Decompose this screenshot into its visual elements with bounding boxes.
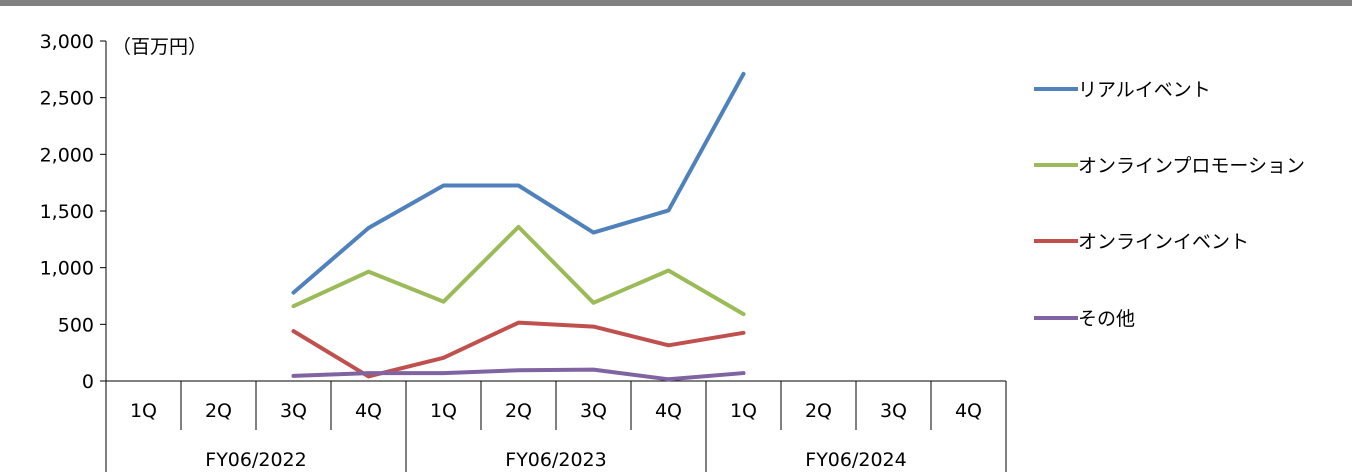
series-lines: [291, 71, 746, 382]
group-label: FY06/2023: [505, 449, 606, 471]
category-label: 2Q: [205, 400, 232, 422]
category-label: 2Q: [505, 400, 532, 422]
category-label: 4Q: [655, 400, 682, 422]
category-label: 4Q: [355, 400, 382, 422]
axes: [100, 40, 1007, 472]
category-label: 1Q: [430, 400, 457, 422]
category-label: 1Q: [130, 400, 157, 422]
group-labels: FY06/2022 FY06/2023 FY06/2024: [205, 449, 906, 471]
series-line: [291, 320, 746, 379]
legend-label: リアルイベント: [1078, 79, 1211, 101]
category-labels: 1Q 2Q 3Q 4Q 1Q 2Q 3Q 4Q 1Q 2Q 3Q 4Q: [130, 400, 982, 422]
y-tick-label: 2,000: [40, 144, 94, 166]
category-label: 4Q: [955, 400, 982, 422]
category-label: 3Q: [580, 400, 607, 422]
group-label: FY06/2022: [205, 449, 306, 471]
series-line: [291, 367, 746, 382]
y-tick-label: 3,000: [40, 31, 94, 53]
unit-label: （百万円）: [112, 36, 207, 58]
group-label: FY06/2024: [805, 449, 906, 471]
y-tick-label: 2,500: [40, 88, 94, 110]
y-tick-label: 1,000: [40, 258, 94, 280]
legend-label: その他: [1078, 308, 1135, 330]
category-label: 2Q: [805, 400, 832, 422]
top-border: [0, 0, 1352, 6]
category-label: 3Q: [280, 400, 307, 422]
y-tick-label: 500: [58, 314, 94, 336]
category-label: 1Q: [730, 400, 757, 422]
legend-label: オンラインイベント: [1078, 231, 1249, 253]
y-tick-labels: 3,000 2,500 2,000 1,500 1,000 500 0: [40, 31, 94, 393]
series-line: [291, 224, 746, 317]
y-tick-label: 0: [82, 371, 94, 393]
legend-label: オンラインプロモーション: [1078, 155, 1305, 177]
series-line: [291, 71, 746, 295]
category-label: 3Q: [880, 400, 907, 422]
y-tick-label: 1,500: [40, 201, 94, 223]
